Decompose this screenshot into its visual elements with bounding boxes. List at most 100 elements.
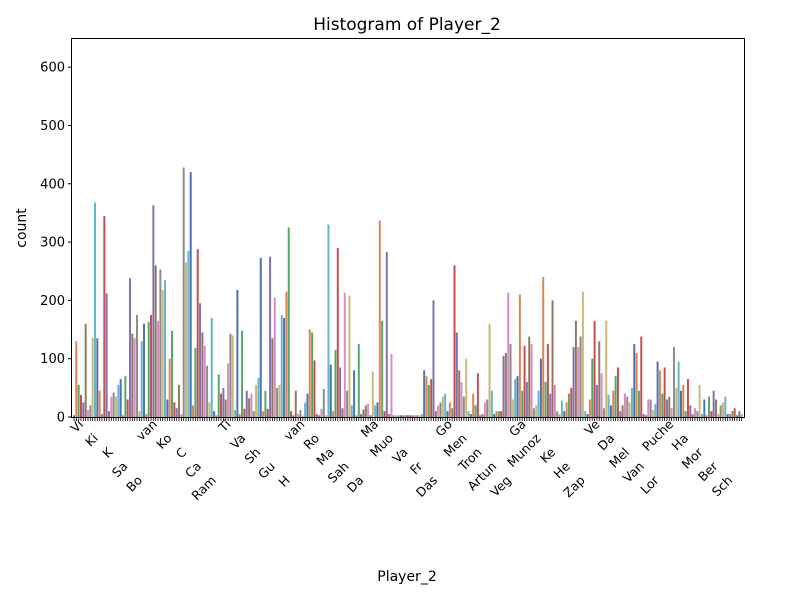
histogram-bar <box>409 415 412 417</box>
histogram-bar <box>462 396 465 417</box>
histogram-bar <box>455 332 458 417</box>
x-tick-label: Sa <box>109 459 131 481</box>
histogram-bar <box>682 384 685 417</box>
histogram-bar <box>427 384 430 417</box>
histogram-bar <box>474 405 477 417</box>
histogram-bar <box>672 347 675 417</box>
histogram-bar <box>105 293 108 417</box>
histogram-bar <box>635 352 638 417</box>
histogram-bar <box>698 384 701 417</box>
histogram-bar <box>182 167 185 417</box>
histogram-bar <box>539 358 542 417</box>
histogram-bar <box>460 382 463 417</box>
x-tick-label: Munoz <box>504 430 544 470</box>
histogram-bar <box>189 172 192 417</box>
histogram-bar <box>222 387 225 417</box>
histogram-bar <box>483 402 486 417</box>
histogram-bar <box>236 289 239 417</box>
histogram-bar <box>416 415 419 417</box>
histogram-bar <box>145 414 148 417</box>
histogram-bar <box>280 314 283 417</box>
x-tick-label: Ha <box>668 431 691 454</box>
histogram-bar <box>306 393 309 417</box>
histogram-bar <box>140 341 143 417</box>
histogram-bar <box>297 414 300 417</box>
histogram-bar <box>642 414 645 417</box>
histogram-bar <box>138 411 141 417</box>
histogram-bar <box>418 415 421 417</box>
histogram-bar <box>605 320 608 417</box>
histogram-bar <box>399 415 402 417</box>
histogram-bar <box>710 411 713 417</box>
histogram-bar <box>577 347 580 417</box>
y-tick-label: 200 <box>40 294 65 309</box>
histogram-bar <box>332 411 335 417</box>
histogram-bar <box>327 224 330 417</box>
x-tick-label: Va <box>389 445 410 466</box>
histogram-bar <box>257 377 260 417</box>
histogram-bar <box>166 399 169 417</box>
histogram-bar <box>684 411 687 417</box>
histogram-bar <box>486 399 489 417</box>
histogram-bar <box>259 257 262 417</box>
histogram-bar <box>313 360 316 417</box>
histogram-bar <box>525 382 528 417</box>
histogram-bar <box>325 415 328 417</box>
histogram-bar <box>311 332 314 417</box>
histogram-bar <box>341 408 344 417</box>
histogram-bar <box>551 300 554 417</box>
histogram-bar <box>495 411 498 417</box>
histogram-bar <box>388 414 391 417</box>
histogram-bar <box>215 415 218 417</box>
histogram-bar <box>490 390 493 417</box>
histogram-bar <box>476 373 479 417</box>
histogram-bar <box>570 387 573 417</box>
histogram-bar <box>101 414 103 417</box>
histogram-bar <box>339 367 342 417</box>
histogram-bar <box>712 390 715 417</box>
histogram-bar <box>241 330 244 417</box>
histogram-bar <box>360 414 363 417</box>
histogram-bar <box>621 405 624 417</box>
histogram-bar <box>404 415 407 417</box>
histogram-bar <box>168 358 171 417</box>
histogram-bar <box>276 387 279 417</box>
plot-frame <box>71 38 745 418</box>
histogram-bar <box>656 361 659 417</box>
histogram-bar <box>178 384 181 417</box>
histogram-bar <box>726 414 729 417</box>
histogram-bar <box>511 399 514 417</box>
histogram-bar <box>724 396 727 417</box>
histogram-bar <box>721 402 724 417</box>
x-tick-label: Bo <box>123 473 145 495</box>
histogram-bar <box>717 414 720 417</box>
histogram-bar <box>549 393 552 417</box>
x-tick-label: Gu <box>255 459 278 482</box>
histogram-bar <box>369 415 372 417</box>
histogram-bar <box>731 411 734 417</box>
histogram-bar <box>385 251 388 417</box>
y-tick-label: 100 <box>40 352 65 367</box>
histogram-bar <box>185 262 188 417</box>
histogram-bar <box>465 358 468 417</box>
histogram-bar <box>173 402 176 417</box>
histogram-bar <box>651 410 654 417</box>
histogram-bar <box>283 317 286 417</box>
histogram-bar <box>441 396 444 417</box>
histogram-bar <box>451 408 454 417</box>
histogram-bar <box>336 247 339 417</box>
histogram-bar <box>164 279 167 417</box>
histogram-bar <box>392 415 395 417</box>
y-tick-label: 500 <box>40 119 65 134</box>
histogram-bar <box>94 202 96 417</box>
histogram-bar <box>350 405 353 417</box>
histogram-bar <box>654 404 657 417</box>
histogram-bar <box>430 379 433 417</box>
histogram-bar <box>516 376 519 417</box>
histogram-bar <box>292 415 295 417</box>
histogram-bar <box>208 402 211 417</box>
histogram-bar <box>736 415 738 417</box>
histogram-bar <box>602 408 605 417</box>
histogram-bar <box>367 403 370 417</box>
